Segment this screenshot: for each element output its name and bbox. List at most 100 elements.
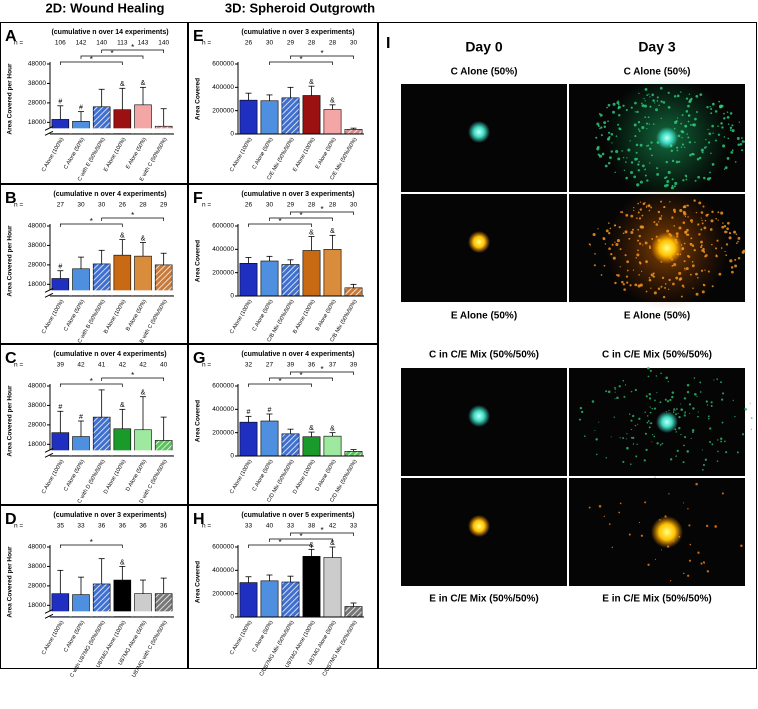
cell-dot xyxy=(595,438,598,441)
cell-dot xyxy=(665,160,669,164)
cell-dot xyxy=(707,213,709,216)
cell-dot xyxy=(645,290,648,293)
x-tick-label: C Alone (50%) xyxy=(63,620,86,654)
cell-dot xyxy=(592,232,596,237)
cell-dot xyxy=(677,412,679,414)
axis-break-mark xyxy=(44,292,54,298)
cell-dot xyxy=(650,273,654,277)
cell-dot xyxy=(611,142,613,144)
cell-dot xyxy=(693,199,696,202)
cell-dot xyxy=(735,233,738,235)
cell-dot xyxy=(729,112,733,115)
cell-dot xyxy=(750,428,753,430)
cell-dot xyxy=(716,378,719,380)
cell-dot xyxy=(686,254,689,258)
cell-dot xyxy=(610,253,613,256)
cell-dot xyxy=(662,295,666,299)
cell-dot xyxy=(683,260,686,263)
n-value: 113 xyxy=(117,40,128,47)
cell-dot xyxy=(691,221,693,224)
cell-dot xyxy=(682,210,686,214)
cell-dot xyxy=(689,273,692,276)
cell-dot xyxy=(617,100,619,102)
cell-dot xyxy=(717,439,719,441)
cell-dot xyxy=(651,441,653,443)
cell-dot xyxy=(697,551,700,554)
cell-dot xyxy=(644,411,646,413)
x-tick-label: C Alone (50%) xyxy=(63,299,86,333)
axis-break-mark xyxy=(44,287,54,293)
cell-dot xyxy=(630,436,633,439)
cell-dot xyxy=(721,492,724,495)
cell-dot xyxy=(634,101,637,105)
axis-break xyxy=(44,611,176,617)
cell-dot xyxy=(638,521,641,524)
cell-dot xyxy=(618,385,621,388)
cell-dot xyxy=(687,574,690,577)
cell-dot xyxy=(732,399,734,401)
cell-dot xyxy=(670,458,673,461)
cell-dot xyxy=(673,120,678,124)
cell-dot xyxy=(588,506,591,509)
cell-dot xyxy=(602,237,605,239)
cell-dot xyxy=(618,127,621,130)
cell-dot xyxy=(689,153,692,157)
cell-dot xyxy=(680,434,682,436)
cell-dot xyxy=(656,172,660,176)
axis-break xyxy=(44,290,176,296)
cell-dot xyxy=(632,269,635,271)
cell-dot xyxy=(607,131,611,134)
cell-dot xyxy=(680,295,683,298)
cell-dot xyxy=(624,254,627,257)
cell-dot xyxy=(653,291,657,295)
cell-dot xyxy=(616,396,619,400)
cell-dot xyxy=(666,400,670,403)
cell-dot xyxy=(717,211,720,214)
cell-dot xyxy=(644,168,647,171)
cell-dot xyxy=(617,123,620,126)
cell-dot xyxy=(682,179,685,182)
cell-dot xyxy=(685,267,689,271)
image-caption: E Alone (50%) xyxy=(451,311,517,322)
cell-dot xyxy=(721,225,724,229)
n-value: 27 xyxy=(57,202,65,209)
cell-dot xyxy=(645,206,648,208)
cell-dot xyxy=(695,94,699,98)
n-value: 42 xyxy=(119,362,127,369)
cell-dot xyxy=(671,264,674,267)
cell-dot xyxy=(742,249,746,253)
cell-dot xyxy=(702,205,705,208)
cell-dot xyxy=(630,161,634,164)
cell-dot xyxy=(690,97,693,101)
cell-dot xyxy=(658,104,660,107)
cell-dot xyxy=(718,272,722,276)
significance-marker: & xyxy=(120,81,125,88)
cell-dot xyxy=(597,153,600,156)
cell-dot xyxy=(686,228,689,232)
x-tick-label: C Alone (50%) xyxy=(252,459,275,493)
cell-dot xyxy=(653,221,656,224)
cell-dot xyxy=(703,146,707,149)
bracket-label: * xyxy=(278,377,281,386)
cell-dot xyxy=(634,424,637,427)
cell-dot xyxy=(647,420,650,422)
cell-dot xyxy=(635,143,639,147)
axis-break xyxy=(44,128,176,134)
cell-dot xyxy=(666,180,670,183)
cell-dot xyxy=(705,138,707,141)
cell-dot xyxy=(658,217,662,221)
bar xyxy=(239,421,258,457)
cell-dot xyxy=(622,379,625,382)
cell-dot xyxy=(603,121,607,125)
cell-dot xyxy=(646,94,649,97)
x-tick-label: D Alone (50%) xyxy=(315,459,338,493)
cell-dot xyxy=(665,376,668,380)
cell-dot xyxy=(649,96,651,98)
cell-dot xyxy=(700,217,702,219)
panel-border xyxy=(188,344,378,505)
cell-dot xyxy=(645,122,649,125)
cell-dot xyxy=(723,168,726,170)
cell-dot xyxy=(624,230,628,234)
cell-dot xyxy=(630,214,634,218)
cell-dot xyxy=(612,102,616,106)
